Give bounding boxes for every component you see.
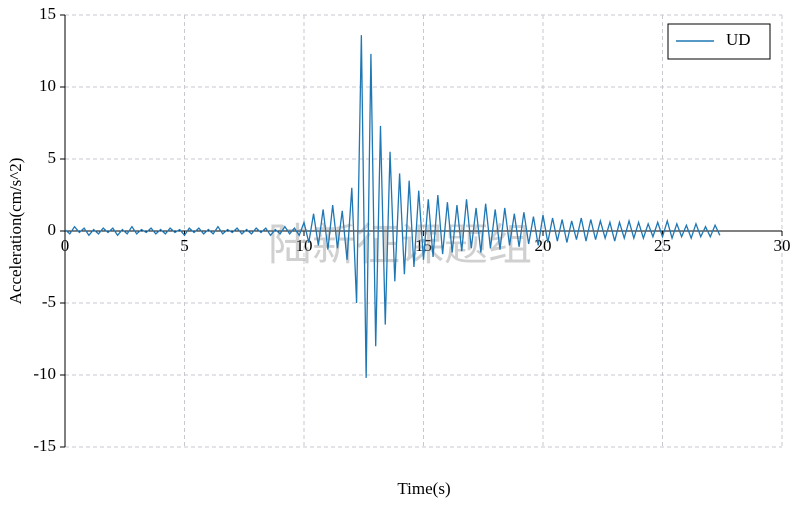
y-tick-label: -10: [33, 364, 56, 383]
x-axis-label: Time(s): [397, 479, 450, 498]
y-tick-label: -5: [42, 292, 56, 311]
y-axis-label: Acceleration(cm/s^2): [6, 158, 25, 305]
y-tick-label: 0: [48, 220, 57, 239]
y-tick-label: 5: [48, 148, 57, 167]
y-tick-label: 10: [39, 76, 56, 95]
x-tick-label: 15: [415, 236, 432, 255]
series-line: [64, 35, 721, 378]
x-tick-label: 25: [654, 236, 671, 255]
legend-label: UD: [726, 30, 751, 49]
y-tick-label: 15: [39, 4, 56, 23]
x-tick-label: 30: [774, 236, 791, 255]
x-tick-label: 5: [180, 236, 189, 255]
y-tick-label: -15: [33, 436, 56, 455]
legend: UD: [667, 23, 771, 60]
